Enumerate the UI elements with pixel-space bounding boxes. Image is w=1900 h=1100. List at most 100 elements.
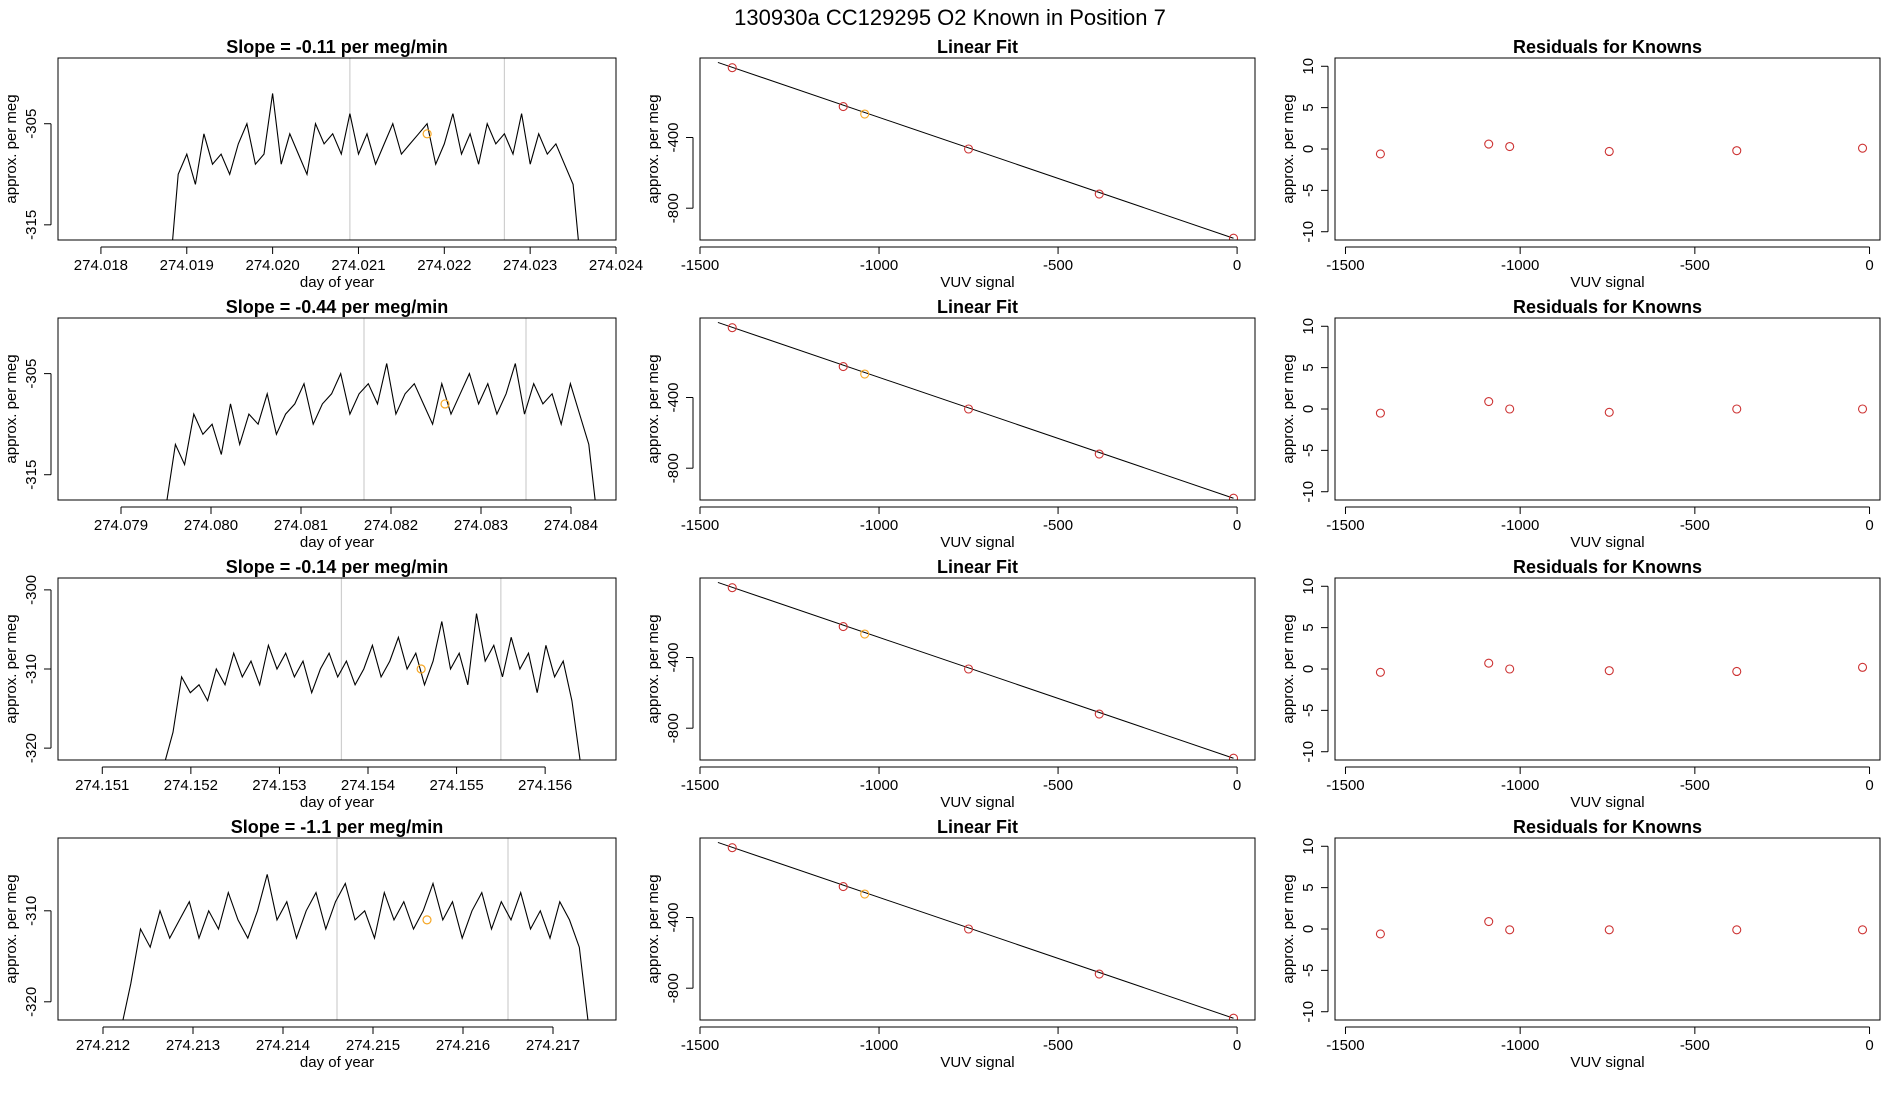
y-tick-label: -400 [665,382,682,412]
x-axis-label: VUV signal [1570,274,1644,291]
plot-frame [1334,837,1881,1021]
panel-title: Slope = -0.14 per meg/min [226,557,449,577]
plot-frame [57,837,617,1021]
y-axis-label: approx. per meg [3,874,20,983]
fit-line [717,841,1234,1019]
fit-line [717,581,1234,759]
x-tick-label: -500 [1043,777,1073,794]
x-axis-label: day of year [300,534,374,551]
data-point [1732,404,1742,414]
panel-4-2: Linear Fit -1500 -1000 -500 0 VUV signal -400 -… [645,817,1256,1071]
x-axis-label: VUV signal [1570,1054,1644,1071]
data-point [1228,493,1239,500]
panel-title: Linear Fit [937,37,1018,57]
panel-1-2: Linear Fit -1500 -1000 -500 0 VUV signal -400 -… [645,37,1256,291]
panel-4-1: Slope = -1.1 per meg/min 274.212 274.213 27… [3,817,617,1071]
x-tick-label: 274.153 [252,777,306,794]
data-point [1484,139,1494,149]
y-tick-label: -310 [23,896,40,926]
y-tick-label: 0 [1300,665,1317,673]
data-point [1732,146,1742,156]
y-tick-label: -305 [23,109,40,139]
x-tick-label: 274.217 [526,1037,580,1054]
data-point [1228,1013,1239,1020]
x-tick-label: -1500 [1326,517,1364,534]
y-axis-label: approx. per meg [645,614,662,723]
y-tick-label: 10 [1300,318,1317,335]
x-tick-label: -1000 [1501,1037,1539,1054]
x-tick-label: -500 [1680,517,1710,534]
data-point [1505,404,1515,414]
panel-title: Residuals for Knowns [1513,37,1702,57]
y-axis-label: approx. per meg [1280,94,1297,203]
x-axis-label: day of year [300,794,374,811]
data-point [1857,662,1868,672]
x-tick-label: -1000 [860,257,898,274]
x-tick-label: 0 [1233,777,1241,794]
x-tick-label: -500 [1680,1037,1710,1054]
data-point [1375,667,1385,677]
x-tick-label: -500 [1043,517,1073,534]
plot-area [1375,139,1868,159]
y-tick-label: -800 [665,973,682,1003]
x-axis-label: VUV signal [940,534,1014,551]
x-tick-label: 0 [1865,257,1873,274]
panel-title: Residuals for Knowns [1513,557,1702,577]
plot-frame [1334,57,1881,241]
x-tick-label: 274.151 [75,777,129,794]
x-tick-label: 274.083 [454,517,508,534]
data-point [1484,917,1494,927]
fit-line [717,61,1234,239]
x-tick-label: -1500 [1326,257,1364,274]
known-marker [422,129,432,139]
x-tick-label: 274.212 [76,1037,130,1054]
x-axis-label: VUV signal [940,1054,1014,1071]
panel-title: Residuals for Knowns [1513,817,1702,837]
y-tick-label: -800 [665,713,682,743]
x-tick-label: -1500 [681,1037,719,1054]
x-tick-label: -500 [1680,777,1710,794]
y-tick-label: -300 [23,575,40,605]
data-point [1857,404,1868,414]
data-point [838,102,848,112]
y-tick-label: 10 [1300,578,1317,595]
data-point [1228,753,1239,760]
data-point [1094,969,1104,979]
y-tick-label: -305 [23,359,40,389]
x-tick-label: 274.082 [364,517,418,534]
x-tick-label: -1000 [1501,517,1539,534]
plot-area [122,838,589,1020]
x-axis-label: VUV signal [1570,534,1644,551]
data-point [1505,141,1515,152]
x-tick-label: 274.084 [544,517,598,534]
y-tick-label: -5 [1300,964,1317,977]
data-point [1094,189,1104,199]
y-tick-label: 5 [1300,103,1317,111]
y-axis-label: approx. per meg [3,614,20,723]
panel-1-1: Slope = -0.11 per meg/min 274.018 274.019 2… [3,37,643,291]
x-tick-label: 274.021 [331,257,385,274]
y-axis-label: approx. per meg [3,354,20,463]
y-axis-label: approx. per meg [645,94,662,203]
x-tick-label: 0 [1865,777,1873,794]
data-point [1505,925,1515,935]
x-tick-label: -1000 [860,1037,898,1054]
x-tick-label: 274.019 [160,257,214,274]
signal-trace [122,874,589,1020]
x-tick-label: -1500 [681,517,719,534]
data-point [1604,146,1614,157]
data-point [1732,925,1742,935]
plot-area [717,321,1239,500]
x-tick-label: 274.018 [74,257,128,274]
x-tick-label: 274.215 [346,1037,400,1054]
data-point [1857,925,1868,935]
y-tick-label: -5 [1300,184,1317,197]
x-tick-label: 274.214 [256,1037,310,1054]
data-point [1228,233,1239,240]
y-tick-label: -10 [1300,741,1317,763]
data-point [963,664,974,674]
data-point [838,622,848,632]
panel-title: Slope = -0.44 per meg/min [226,297,449,317]
y-tick-label: 0 [1300,405,1317,413]
